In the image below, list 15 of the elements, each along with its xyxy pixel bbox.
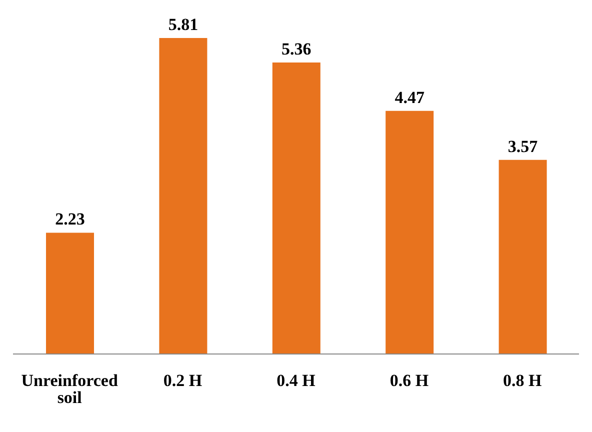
bar [498,160,547,354]
data-label: 4.47 [394,88,425,107]
data-label: 5.36 [282,39,312,58]
bar [272,62,320,354]
x-tick-label: 0.4 H [276,371,316,390]
data-label: 2.23 [55,210,85,229]
x-tick-label: Unreinforced soil [21,371,118,408]
bar [46,232,94,354]
x-tick-label: 0.2 H [163,371,202,390]
x-tick-label: 0.6 H [390,371,429,390]
data-label: 5.81 [168,15,198,34]
x-tick-label: 0.8 H [503,371,542,390]
bar [159,38,208,354]
data-label: 3.57 [508,136,538,156]
bar [386,110,434,354]
